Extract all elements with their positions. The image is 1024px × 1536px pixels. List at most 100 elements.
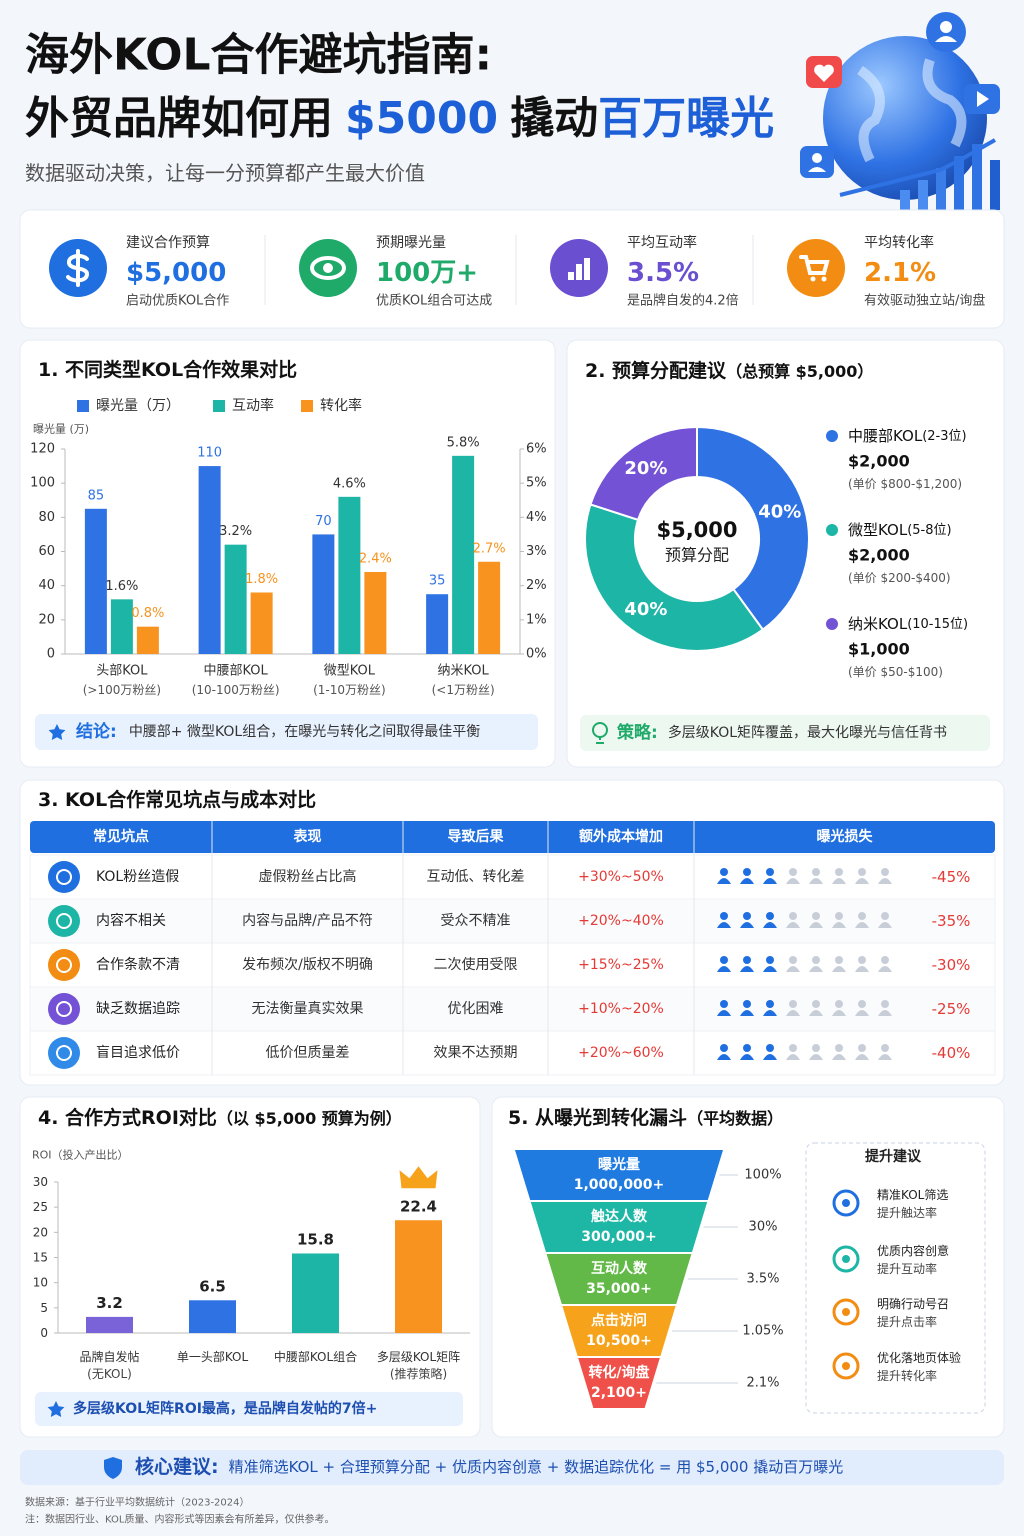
person-icon xyxy=(720,1000,728,1008)
y2-tick-label: 5% xyxy=(526,476,547,491)
x-tick-label: 中腰部KOL组合 xyxy=(274,1349,357,1364)
person-icon xyxy=(835,912,843,920)
person-icon xyxy=(832,1054,846,1060)
y-tick-label: 40 xyxy=(38,578,55,593)
kpi-icon xyxy=(787,239,845,297)
kpi-value: 100万+ xyxy=(376,258,478,288)
legend-price: (单价 $200-$400) xyxy=(848,571,951,585)
y-tick-label: 10 xyxy=(33,1276,48,1290)
person-icon xyxy=(855,966,869,972)
tip-title: 优化落地页体验 xyxy=(877,1350,961,1365)
footer-bar xyxy=(20,1450,1004,1485)
headline-part: 外贸品牌如何用 xyxy=(25,93,333,144)
person-icon xyxy=(832,1010,846,1016)
person-icon xyxy=(835,1000,843,1008)
kpi-label: 平均互动率 xyxy=(627,234,697,251)
table-cell: 受众不精准 xyxy=(441,913,511,929)
table-cell: 缺乏数据追踪 xyxy=(96,1001,180,1017)
center-label: 预算分配 xyxy=(665,546,729,565)
bar xyxy=(189,1300,236,1333)
conclusion-box xyxy=(35,1392,463,1426)
person-icon xyxy=(878,1010,892,1016)
legend-label: 转化率 xyxy=(320,397,362,414)
y2-tick-label: 1% xyxy=(526,612,547,627)
row-icon xyxy=(56,1045,72,1061)
value-label: 3.2% xyxy=(219,524,252,539)
row-icon xyxy=(48,993,80,1025)
footer-text: 精准筛选KOL + 合理预算分配 + 优质内容创意 + 数据追踪优化 = 用 $… xyxy=(229,1458,844,1476)
deco-bar xyxy=(900,190,910,210)
kpi-label: 建议合作预算 xyxy=(126,235,210,251)
y-tick-label: 15 xyxy=(33,1251,48,1265)
person-icon xyxy=(832,878,846,884)
strategy-box xyxy=(580,715,990,751)
kpi-note: 是品牌自发的4.2倍 xyxy=(627,293,739,309)
tip-icon xyxy=(832,1189,860,1217)
value-label: 110 xyxy=(197,446,222,461)
person-icon xyxy=(858,1000,866,1008)
person-icon xyxy=(858,1044,866,1052)
y-tick-label: 25 xyxy=(33,1200,48,1214)
person-icon xyxy=(878,966,892,972)
deco-trend xyxy=(839,138,996,197)
x-tick-label: 多层级KOL矩阵 xyxy=(377,1350,460,1364)
kpi-icon xyxy=(810,276,816,282)
bar xyxy=(84,508,107,654)
table-cell: -40% xyxy=(932,1044,971,1062)
person-icon xyxy=(881,868,889,876)
value-label: 85 xyxy=(88,488,105,503)
person-icon xyxy=(881,956,889,964)
funnel-stage-value: 1,000,000+ xyxy=(574,1177,665,1193)
person-icon xyxy=(855,1010,869,1016)
donut-slice xyxy=(589,425,698,522)
value-label: 5.8% xyxy=(447,435,480,450)
legend-dot xyxy=(826,430,838,442)
table-cell: 发布频次/版权不明确 xyxy=(242,957,373,973)
kpi-value: 3.5% xyxy=(627,258,699,288)
bar xyxy=(364,572,387,654)
person-icon xyxy=(717,878,731,884)
value-label: 22.4 xyxy=(400,1197,437,1215)
bar xyxy=(224,544,247,654)
kpi-icon xyxy=(799,255,830,275)
table-header-cell: 曝光损失 xyxy=(817,828,874,845)
person-icon xyxy=(812,956,820,964)
table-cell: +20%~60% xyxy=(578,1045,664,1061)
person-icon xyxy=(740,878,754,884)
x-tick-note: (10-100万粉丝) xyxy=(192,683,280,697)
funnel-stage-name: 曝光量 xyxy=(598,1156,640,1173)
person-icon xyxy=(720,912,728,920)
person-icon xyxy=(786,922,800,928)
donut-slice xyxy=(696,425,810,632)
bar xyxy=(452,455,475,654)
kpi-panel xyxy=(19,209,1005,329)
funnel-stage-name: 转化/询盘 xyxy=(588,1364,649,1381)
value-label: 0.8% xyxy=(131,606,164,621)
table-row xyxy=(29,1030,996,1076)
person-icon xyxy=(766,1000,774,1008)
table-cell: 盲目追求低价 xyxy=(96,1044,180,1061)
table-cell: -35% xyxy=(932,912,971,930)
person-icon xyxy=(766,912,774,920)
funnel-stage-value: 10,500+ xyxy=(586,1333,652,1349)
tip-icon xyxy=(842,1199,850,1207)
funnel-stage-value: 35,000+ xyxy=(586,1281,652,1297)
tip-text: 提升互动率 xyxy=(877,1261,937,1276)
person-icon xyxy=(881,1000,889,1008)
legend-swatch xyxy=(213,400,225,412)
title: 海外KOL合作避坑指南: xyxy=(25,30,492,81)
value-label: 1.6% xyxy=(105,579,138,594)
funnel-rate: 1.05% xyxy=(742,1324,783,1339)
person-icon xyxy=(881,912,889,920)
funnel-subtitle: （平均数据） xyxy=(687,1109,783,1128)
deco-bar xyxy=(918,180,928,210)
person-icon xyxy=(786,966,800,972)
y-axis-label: 曝光量 (万) xyxy=(33,422,89,436)
person-icon xyxy=(763,878,777,884)
row-icon xyxy=(48,949,80,981)
kpi-icon xyxy=(323,263,333,273)
kpi-label: 平均转化率 xyxy=(864,234,934,251)
tip-icon xyxy=(842,1362,850,1370)
bar xyxy=(110,599,133,654)
